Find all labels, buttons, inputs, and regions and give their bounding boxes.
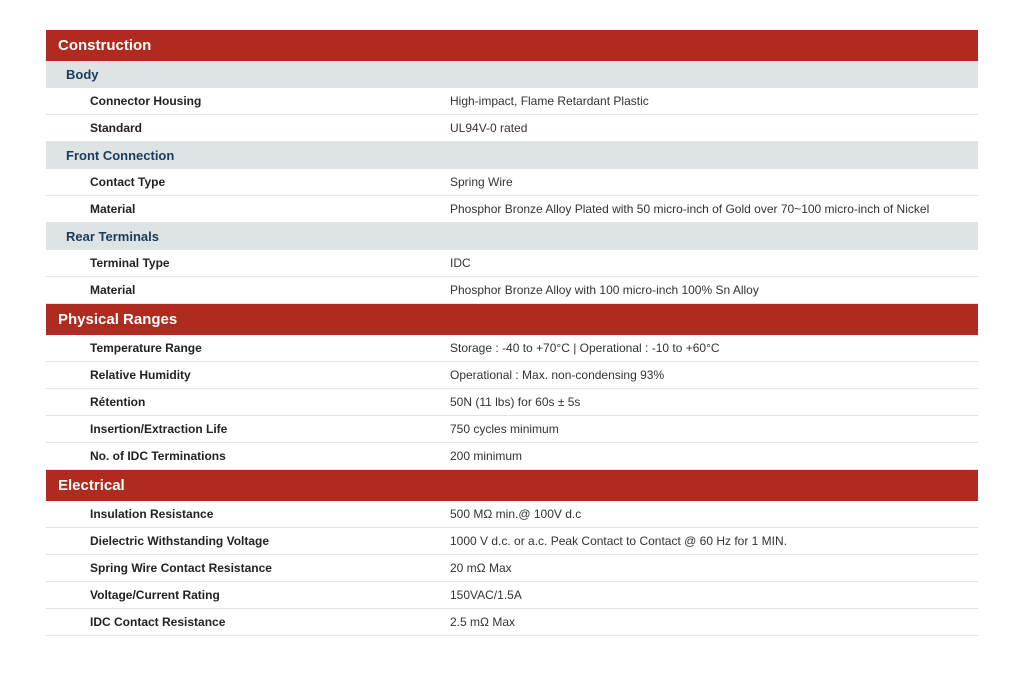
table-row: Material Phosphor Bronze Alloy with 100 … [46, 277, 978, 304]
row-value: 50N (11 lbs) for 60s ± 5s [450, 395, 978, 409]
row-value: 150VAC/1.5A [450, 588, 978, 602]
section-header-physical: Physical Ranges [46, 304, 978, 335]
spec-table: Construction Body Connector Housing High… [46, 30, 978, 636]
row-value: High-impact, Flame Retardant Plastic [450, 94, 978, 108]
row-label: Dielectric Withstanding Voltage [46, 534, 450, 548]
row-label: Insertion/Extraction Life [46, 422, 450, 436]
row-label: Connector Housing [46, 94, 450, 108]
table-row: Voltage/Current Rating 150VAC/1.5A [46, 582, 978, 609]
row-label: Material [46, 202, 450, 216]
row-value: IDC [450, 256, 978, 270]
table-row: No. of IDC Terminations 200 minimum [46, 443, 978, 470]
row-label: IDC Contact Resistance [46, 615, 450, 629]
row-label: Voltage/Current Rating [46, 588, 450, 602]
row-label: Relative Humidity [46, 368, 450, 382]
row-value: Phosphor Bronze Alloy with 100 micro-inc… [450, 283, 978, 297]
table-row: Connector Housing High-impact, Flame Ret… [46, 88, 978, 115]
row-value: 200 minimum [450, 449, 978, 463]
row-value: Operational : Max. non-condensing 93% [450, 368, 978, 382]
table-row: IDC Contact Resistance 2.5 mΩ Max [46, 609, 978, 636]
table-row: Relative Humidity Operational : Max. non… [46, 362, 978, 389]
table-row: Material Phosphor Bronze Alloy Plated wi… [46, 196, 978, 223]
table-row: Terminal Type IDC [46, 250, 978, 277]
row-value: 500 MΩ min.@ 100V d.c [450, 507, 978, 521]
table-row: Insulation Resistance 500 MΩ min.@ 100V … [46, 501, 978, 528]
table-row: Insertion/Extraction Life 750 cycles min… [46, 416, 978, 443]
row-label: Contact Type [46, 175, 450, 189]
sub-header-rear-terminals: Rear Terminals [46, 223, 978, 250]
row-label: Spring Wire Contact Resistance [46, 561, 450, 575]
table-row: Dielectric Withstanding Voltage 1000 V d… [46, 528, 978, 555]
row-label: Material [46, 283, 450, 297]
row-label: Rétention [46, 395, 450, 409]
section-header-electrical: Electrical [46, 470, 978, 501]
row-label: Insulation Resistance [46, 507, 450, 521]
row-value: Spring Wire [450, 175, 978, 189]
row-label: No. of IDC Terminations [46, 449, 450, 463]
sub-header-body: Body [46, 61, 978, 88]
table-row: Rétention 50N (11 lbs) for 60s ± 5s [46, 389, 978, 416]
section-header-construction: Construction [46, 30, 978, 61]
row-value: Storage : -40 to +70°C | Operational : -… [450, 341, 978, 355]
table-row: Standard UL94V-0 rated [46, 115, 978, 142]
row-value: 750 cycles minimum [450, 422, 978, 436]
row-value: UL94V-0 rated [450, 121, 978, 135]
row-label: Temperature Range [46, 341, 450, 355]
row-value: Phosphor Bronze Alloy Plated with 50 mic… [450, 202, 978, 216]
sub-header-front-connection: Front Connection [46, 142, 978, 169]
row-label: Standard [46, 121, 450, 135]
row-label: Terminal Type [46, 256, 450, 270]
table-row: Temperature Range Storage : -40 to +70°C… [46, 335, 978, 362]
table-row: Contact Type Spring Wire [46, 169, 978, 196]
row-value: 1000 V d.c. or a.c. Peak Contact to Cont… [450, 534, 978, 548]
row-value: 20 mΩ Max [450, 561, 978, 575]
row-value: 2.5 mΩ Max [450, 615, 978, 629]
table-row: Spring Wire Contact Resistance 20 mΩ Max [46, 555, 978, 582]
